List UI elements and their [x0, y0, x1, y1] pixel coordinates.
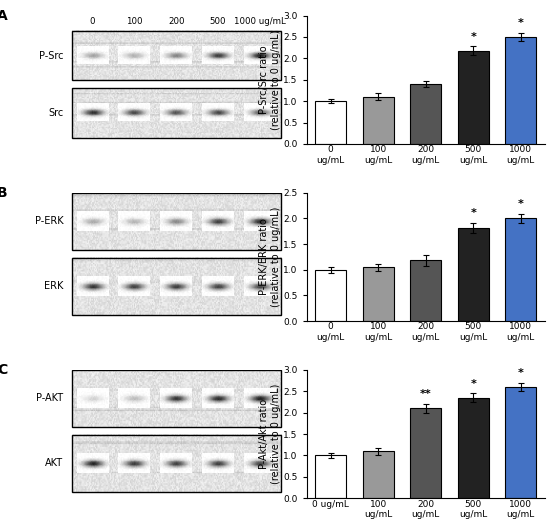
Bar [72, 370, 280, 427]
Text: *: * [518, 368, 524, 378]
Bar [315, 456, 346, 498]
Bar [505, 218, 536, 321]
Text: *: * [470, 378, 476, 389]
Text: 200: 200 [168, 17, 184, 26]
Bar [362, 97, 394, 144]
Text: 1000 ug/mL: 1000 ug/mL [234, 17, 285, 26]
Text: AKT: AKT [45, 458, 63, 468]
Text: P-ERK: P-ERK [35, 216, 63, 226]
Y-axis label: P-Akt/Akt ratio
(relative to 0 ug/mL): P-Akt/Akt ratio (relative to 0 ug/mL) [259, 384, 281, 484]
Text: Src: Src [48, 108, 63, 118]
Bar [315, 270, 346, 321]
Bar [458, 51, 488, 144]
Text: P-Src: P-Src [39, 51, 63, 61]
Text: **: ** [420, 389, 432, 399]
Bar [315, 101, 346, 144]
Bar [410, 261, 441, 321]
Y-axis label: P-Src/Src ratio
(relative to 0 ug/mL): P-Src/Src ratio (relative to 0 ug/mL) [259, 30, 281, 130]
Bar [458, 398, 488, 498]
Bar [505, 37, 536, 144]
Bar [72, 435, 280, 492]
Bar [362, 267, 394, 321]
Text: *: * [518, 18, 524, 28]
Text: *: * [470, 208, 476, 217]
Y-axis label: P-ERK/ERK ratio
(relative to 0 ug/mL): P-ERK/ERK ratio (relative to 0 ug/mL) [259, 207, 281, 307]
Bar [72, 257, 280, 315]
Text: P-AKT: P-AKT [36, 393, 63, 403]
Text: *: * [518, 199, 524, 209]
Bar [410, 408, 441, 498]
Bar [505, 387, 536, 498]
Bar [410, 84, 441, 144]
Bar [72, 88, 280, 138]
Bar [458, 228, 488, 321]
Bar [72, 193, 280, 250]
Text: *: * [470, 32, 476, 42]
Text: ERK: ERK [44, 281, 63, 291]
Text: B: B [0, 186, 8, 200]
Text: 500: 500 [210, 17, 226, 26]
Text: 100: 100 [126, 17, 142, 26]
Bar [72, 31, 280, 80]
Text: 0: 0 [90, 17, 95, 26]
Text: A: A [0, 9, 8, 23]
Text: C: C [0, 363, 8, 377]
Bar [362, 451, 394, 498]
